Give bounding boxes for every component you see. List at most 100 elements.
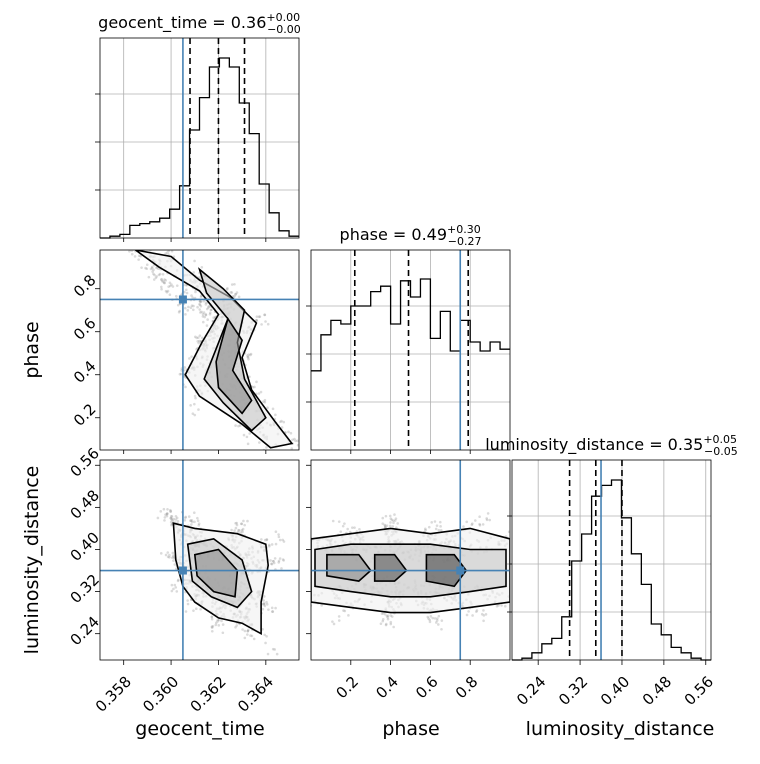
sample-point <box>470 523 474 527</box>
sample-point <box>196 516 199 520</box>
sample-point <box>212 316 215 319</box>
sample-point <box>255 318 258 322</box>
sample-point <box>332 622 336 626</box>
sample-point <box>424 528 427 532</box>
sample-point <box>262 599 265 602</box>
sample-point <box>274 460 277 463</box>
sample-point <box>137 254 141 258</box>
sample-point <box>534 535 537 538</box>
sample-point <box>233 294 236 298</box>
y-tick-label: 0.56 <box>67 444 103 480</box>
sample-point <box>183 518 187 522</box>
sample-point <box>169 284 172 288</box>
sample-point <box>240 522 243 526</box>
sample-point <box>246 354 249 357</box>
y-tick-label: 0.2 <box>70 400 100 430</box>
sample-point <box>265 600 268 604</box>
sample-point <box>201 320 205 324</box>
sample-point <box>478 515 481 519</box>
sample-point <box>235 521 239 525</box>
sample-point <box>299 542 302 545</box>
contour-line-3 <box>373 553 408 582</box>
sample-point <box>165 512 169 515</box>
histogram-geocent_time <box>100 57 299 239</box>
sample-point <box>145 267 149 271</box>
sample-point <box>171 551 175 555</box>
panel-title-luminosity_distance: luminosity_distance = 0.35+0.05 −0.05 <box>485 433 738 458</box>
sample-point <box>194 607 198 611</box>
sample-point <box>392 521 395 525</box>
sample-point <box>530 534 533 537</box>
sample-point <box>249 634 252 637</box>
sample-point <box>175 284 179 287</box>
sample-point <box>300 449 303 452</box>
sample-point <box>169 510 172 513</box>
sample-point <box>430 521 434 524</box>
sample-point <box>264 641 267 645</box>
sample-point <box>514 599 517 602</box>
sample-point <box>255 319 258 322</box>
sample-point <box>202 311 206 314</box>
density-fill-2 <box>194 549 238 597</box>
sample-point <box>196 339 200 343</box>
sample-point <box>230 528 233 532</box>
sample-point <box>234 625 237 629</box>
sample-point <box>164 279 167 282</box>
sample-point <box>294 534 297 537</box>
sample-point <box>133 247 136 250</box>
sample-point <box>261 607 265 611</box>
sample-point <box>132 238 135 241</box>
sample-point <box>184 313 187 316</box>
sample-point <box>426 615 430 619</box>
sample-point <box>164 513 167 516</box>
sample-point <box>435 524 439 527</box>
sample-point <box>168 556 171 559</box>
sample-point <box>139 254 142 258</box>
sample-point <box>303 537 306 540</box>
sample-point <box>220 619 223 623</box>
sample-point <box>482 609 485 612</box>
sample-point <box>165 512 169 515</box>
sample-point <box>270 606 274 610</box>
sample-point <box>257 392 261 395</box>
sample-point <box>200 310 203 314</box>
sample-point <box>488 518 492 522</box>
sample-point <box>478 522 481 526</box>
sample-point <box>258 315 262 318</box>
sample-point <box>277 559 281 563</box>
sample-point <box>156 516 160 520</box>
sample-point <box>434 527 438 531</box>
sample-point <box>519 603 522 606</box>
sample-point <box>288 531 291 534</box>
sample-point <box>183 290 186 294</box>
sample-point <box>312 461 315 464</box>
x-tick-label: 0.24 <box>513 673 549 709</box>
sample-point <box>533 528 536 531</box>
y-axis-label-luminosity_distance: luminosity_distance <box>21 466 43 655</box>
sample-point <box>168 240 171 243</box>
sample-point <box>163 244 166 247</box>
sample-point <box>348 530 352 534</box>
sample-point <box>265 634 268 638</box>
sample-point <box>437 623 440 626</box>
sample-point <box>525 604 528 607</box>
sample-point <box>203 315 207 319</box>
sample-point <box>262 602 266 606</box>
sample-point <box>194 290 197 294</box>
y-tick-label: 0.24 <box>67 613 103 649</box>
sample-point <box>164 252 167 255</box>
sample-point <box>255 380 258 384</box>
sample-point <box>207 306 210 310</box>
sample-point <box>433 617 437 620</box>
sample-point <box>184 385 187 389</box>
sample-point <box>184 610 188 613</box>
sample-point <box>221 631 225 635</box>
sample-point <box>304 535 307 538</box>
sample-point <box>439 525 442 528</box>
sample-point <box>385 524 389 527</box>
sample-point <box>155 275 158 278</box>
sample-point <box>263 604 267 608</box>
sample-point <box>209 308 213 312</box>
sample-point <box>342 609 345 612</box>
sample-point <box>280 419 283 423</box>
